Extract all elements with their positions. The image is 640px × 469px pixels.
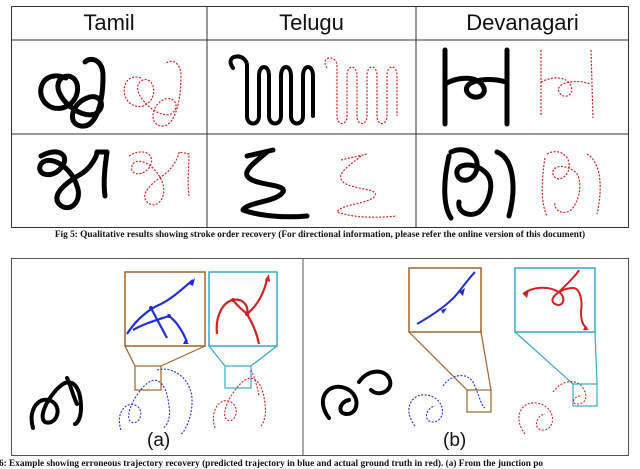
- fig6a-predicted-zoom: [124, 271, 206, 347]
- tamil-sample-2-trajectory: [128, 151, 190, 206]
- tamil-sample-1-input: [38, 56, 106, 129]
- fig6b-groundtruth-trajectory: [518, 381, 587, 435]
- fig6b-predicted-zoom: [408, 267, 482, 333]
- fig6a-groundtruth-zoom: [208, 271, 278, 347]
- tamil-sample-1-trajectory: [123, 60, 182, 127]
- fig6a-predicted-trajectory: [119, 368, 193, 435]
- devanagari-sample-1-input: [442, 47, 510, 127]
- fig6a-input-glyph: [29, 376, 83, 430]
- fig5-figure: Tamil Telugu Devanagari: [11, 6, 629, 228]
- fig6b-zoom-connectors: [408, 331, 598, 413]
- column-header-devanagari: Devanagari: [466, 10, 579, 35]
- fig6-illustration: [11, 258, 629, 456]
- fig6-caption: g 6: Example showing erroneous trajector…: [0, 459, 544, 469]
- fig6a-groundtruth-trajectory: [213, 369, 267, 429]
- fig6b-predicted-trajectory: [408, 375, 486, 427]
- column-header-tamil: Tamil: [83, 10, 135, 35]
- fig6-figure: (a) (b): [11, 258, 629, 456]
- telugu-sample-1-input: [228, 54, 315, 126]
- telugu-sample-1-trajectory: [324, 57, 398, 125]
- fig5-grid: [11, 6, 629, 228]
- fig6a-zoom-connectors: [124, 345, 278, 391]
- devanagari-sample-2-trajectory: [541, 151, 601, 217]
- devanagari-sample-2-input: [442, 147, 516, 221]
- fig6b-input-glyph: [321, 369, 393, 420]
- telugu-sample-2-trajectory: [336, 153, 398, 218]
- fig6-label-a: (a): [147, 430, 171, 451]
- column-header-telugu: Telugu: [279, 10, 344, 35]
- fig6b-groundtruth-zoom: [514, 267, 596, 333]
- fig5-caption: Fig 5: Qualitative results showing strok…: [54, 230, 586, 240]
- tamil-sample-2-input: [37, 149, 110, 211]
- devanagari-sample-1-trajectory: [540, 49, 594, 119]
- telugu-sample-2-input: [240, 147, 310, 220]
- fig6-label-b: (b): [443, 430, 467, 451]
